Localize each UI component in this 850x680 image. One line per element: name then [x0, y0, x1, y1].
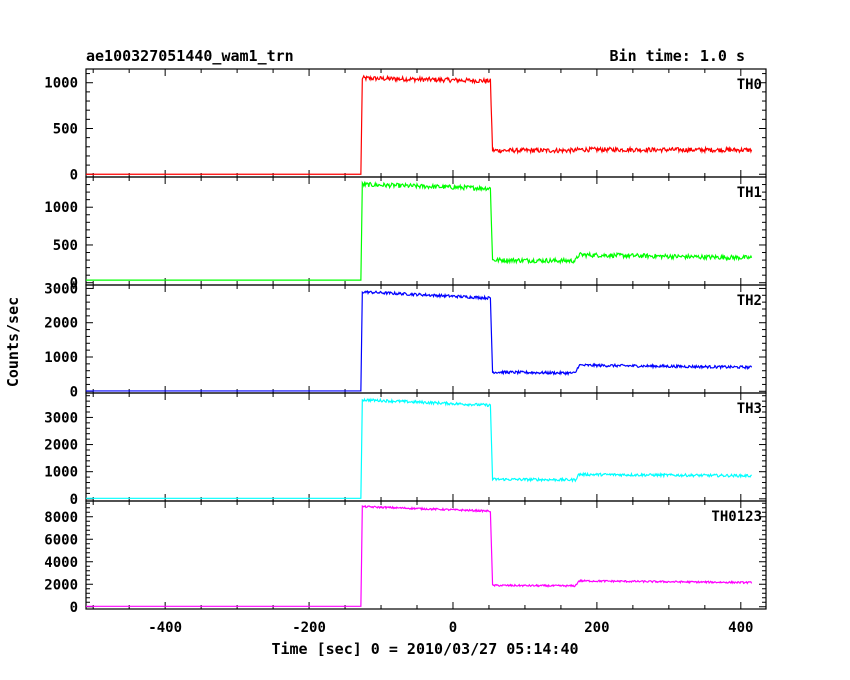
y-tick-label: 500	[53, 121, 78, 137]
panel-frame	[85, 284, 767, 394]
x-tick-label: 0	[449, 620, 457, 636]
x-tick-label: -200	[292, 620, 326, 636]
panel-label: TH3	[737, 401, 762, 417]
panel-th3: 0 1000 2000 3000 TH3	[44, 392, 767, 508]
panel-label: TH0123	[711, 509, 762, 525]
panel-label: TH2	[737, 293, 762, 309]
bin-time-label: Bin time: 1.0 s	[610, 47, 745, 65]
panel-frame	[85, 500, 767, 610]
panel-th0: 0 500 1000 TH0	[44, 68, 767, 183]
panel-th1: 0 500 1000 TH1	[44, 176, 767, 292]
y-tick-label: 2000	[44, 577, 78, 593]
y-tick-label: 2000	[44, 316, 78, 332]
series-line-th0	[86, 74, 753, 175]
series-line-th2	[86, 290, 753, 392]
panel-frame	[85, 392, 767, 502]
x-tick-label: -400	[148, 620, 182, 636]
y-tick-label: 0	[70, 167, 78, 183]
y-tick-label: 0	[70, 276, 78, 292]
panel-th0123: 0 2000 4000 6000 8000 TH0123	[44, 500, 767, 616]
y-tick-label: 2000	[44, 438, 78, 454]
y-tick-label: 500	[53, 238, 78, 254]
x-tick-label: 400	[728, 620, 753, 636]
y-tick-label: 3000	[44, 410, 78, 426]
y-tick-label: 0	[70, 600, 78, 616]
x-axis-label: Time [sec] 0 = 2010/03/27 05:14:40	[271, 640, 578, 658]
panel-frame	[85, 68, 767, 178]
panels-group: 0 500 1000 TH0 0 500 1000 TH1 0 1000 2000 3000 TH2 0 1…	[44, 68, 767, 616]
y-tick-label: 8000	[44, 510, 78, 526]
y-tick-label: 6000	[44, 532, 78, 548]
y-tick-label: 1000	[44, 200, 78, 216]
y-tick-label: 1000	[44, 350, 78, 366]
y-tick-label: 1000	[44, 465, 78, 481]
chart-title: ae100327051440_wam1_trn	[86, 47, 294, 65]
x-tick-label: 200	[584, 620, 609, 636]
series-line-th0123	[86, 504, 753, 607]
y-tick-label: 0	[70, 492, 78, 508]
y-tick-label: 3000	[44, 281, 78, 297]
y-tick-label: 0	[70, 384, 78, 400]
panel-label: TH1	[737, 185, 762, 201]
y-tick-label: 1000	[44, 76, 78, 92]
panel-label: TH0	[737, 77, 762, 93]
y-axis-label: Counts/sec	[4, 297, 22, 387]
series-line-th3	[86, 397, 752, 499]
x-tick-labels: -400 -200 0 200 400	[148, 620, 753, 636]
series-line-th1	[86, 180, 753, 281]
panel-frame	[85, 176, 767, 286]
y-tick-label: 4000	[44, 555, 78, 571]
panel-th2: 0 1000 2000 3000 TH2	[44, 281, 767, 400]
